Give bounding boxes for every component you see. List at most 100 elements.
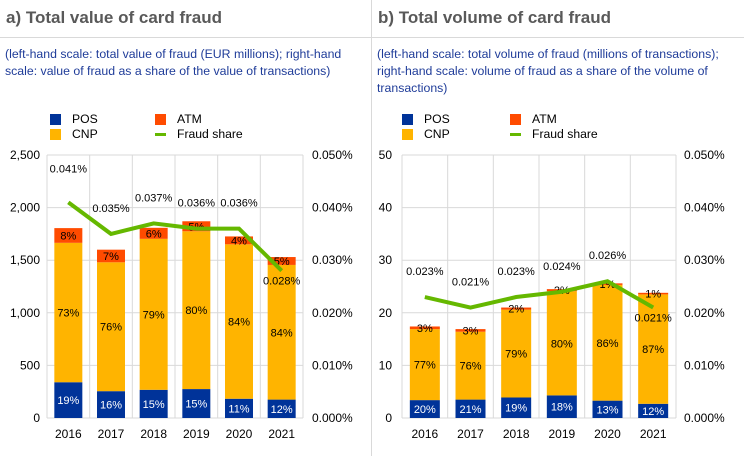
bar-cnp (139, 238, 168, 390)
bar-cnp (97, 262, 125, 392)
x-tick-label: 2017 (98, 427, 125, 441)
legend-label: Fraud share (532, 127, 598, 141)
bar-pos (501, 397, 532, 418)
legend-swatch-pos (402, 114, 413, 125)
fraud-share-data-label: 0.036% (178, 198, 216, 210)
bar-data-label-cnp: 76% (459, 361, 481, 373)
bar-data-label-atm: 8% (60, 230, 76, 242)
bar-pos (139, 389, 168, 418)
legend-swatch-atm (155, 114, 166, 125)
bar-atm (182, 221, 211, 232)
x-tick-label: 2021 (268, 427, 295, 441)
x-tick-label: 2016 (55, 427, 82, 441)
y-tick-label: 2,000 (10, 201, 40, 215)
fraud-share-data-label: 0.021% (452, 277, 490, 289)
bar-atm (97, 249, 125, 263)
legend-swatch-cnp (402, 129, 413, 140)
y-tick-label: 30 (379, 253, 393, 267)
chart-plot: 0 0.000% 500 0.010% 1,000 0.020% 1,500 0.030% 2,… (10, 148, 353, 441)
y-tick-label: 50 (379, 148, 393, 162)
bar-cnp (501, 309, 532, 398)
bar-data-label-pos: 19% (505, 403, 527, 415)
title-divider-horizontal (0, 37, 744, 38)
bar-pos (267, 399, 296, 418)
panel-divider-vertical (371, 0, 372, 456)
bar-data-label-cnp: 79% (505, 349, 527, 361)
chart-title: b) Total volume of card fraud (378, 8, 611, 27)
chart-plot: 0 0.000% 10 0.010% 20 0.020% 30 0.030% 40 0.040% 5… (379, 148, 725, 441)
bar-data-label-pos: 12% (271, 404, 293, 416)
bar-cnp (54, 242, 83, 383)
chart-title: a) Total value of card fraud (6, 8, 223, 27)
x-tick-label: 2020 (594, 427, 621, 441)
bar-data-label-pos: 11% (228, 403, 249, 415)
bar-data-label-pos: 15% (185, 399, 207, 411)
x-tick-label: 2019 (548, 427, 575, 441)
bar-data-label-cnp: 84% (228, 317, 250, 329)
bar-atm (638, 292, 669, 295)
legend-label: Fraud share (177, 127, 243, 141)
bar-data-label-cnp: 73% (57, 308, 79, 320)
chart-subtitle: (left-hand scale: total volume of fraud … (377, 47, 719, 95)
y2-tick-label: 0.010% (312, 358, 353, 372)
y2-tick-label: 0.040% (312, 201, 353, 215)
fraud-share-line (424, 279, 655, 310)
bar-data-label-pos: 18% (551, 402, 573, 414)
bar-cnp (592, 284, 623, 401)
y2-tick-label: 0.020% (684, 306, 725, 320)
bar-pos (592, 400, 623, 418)
bar-pos (97, 391, 125, 418)
legend-swatch-atm (510, 114, 521, 125)
legend-label: CNP (424, 127, 450, 141)
y-tick-label: 1,500 (10, 253, 40, 267)
y2-tick-label: 0.030% (684, 253, 725, 267)
bar-data-label-cnp: 87% (642, 344, 664, 356)
y2-tick-label: 0.000% (312, 411, 353, 425)
bar-cnp (409, 329, 440, 401)
bar-data-label-atm: 4% (231, 235, 247, 247)
bar-data-label-cnp: 76% (100, 322, 122, 334)
chart-subtitle: (left-hand scale: total value of fraud (… (5, 47, 342, 78)
legend-swatch-pos (50, 114, 61, 125)
x-tick-label: 2018 (503, 427, 530, 441)
chart-panel-volume: b) Total volume of card fraud (left-hand… (372, 0, 744, 456)
bar-pos (54, 382, 83, 418)
bar-data-label-cnp: 79% (143, 309, 165, 321)
fraud-share-data-label: 0.023% (406, 266, 444, 278)
bar-data-label-pos: 16% (100, 400, 122, 412)
y2-tick-label: 0.000% (684, 411, 725, 425)
fraud-share-data-label: 0.035% (92, 203, 130, 215)
bar-cnp (455, 331, 486, 400)
legend-swatch-fraud-share (155, 133, 166, 136)
bar-data-label-cnp: 80% (551, 338, 573, 350)
bar-data-label-pos: 15% (143, 399, 165, 411)
bar-atm (501, 307, 532, 310)
bar-atm (267, 257, 296, 265)
bar-cnp (267, 264, 296, 400)
fraud-share-data-label: 0.021% (635, 313, 673, 325)
bar-pos (182, 389, 211, 418)
y-tick-label: 500 (20, 358, 40, 372)
bar-cnp (225, 244, 253, 399)
legend-label: ATM (532, 112, 557, 126)
x-tick-label: 2016 (411, 427, 438, 441)
x-tick-label: 2017 (457, 427, 484, 441)
bar-cnp (182, 231, 211, 390)
fraud-share-data-label: 0.036% (220, 198, 258, 210)
bar-data-label-atm: 7% (103, 251, 119, 263)
fraud-share-data-label: 0.028% (263, 276, 301, 288)
x-tick-label: 2021 (640, 427, 667, 441)
fraud-share-data-label: 0.041% (50, 163, 88, 175)
fraud-share-data-label: 0.026% (589, 250, 627, 262)
bar-atm (409, 326, 440, 330)
x-tick-label: 2019 (183, 427, 210, 441)
y-tick-label: 10 (379, 358, 393, 372)
bar-data-label-atm: 3% (417, 323, 433, 335)
bar-pos (546, 395, 577, 418)
x-tick-label: 2020 (226, 427, 253, 441)
bar-data-label-pos: 21% (459, 404, 481, 416)
bar-pos (409, 400, 440, 418)
y2-tick-label: 0.020% (312, 306, 353, 320)
y-tick-label: 40 (379, 201, 393, 215)
x-tick-label: 2018 (140, 427, 167, 441)
